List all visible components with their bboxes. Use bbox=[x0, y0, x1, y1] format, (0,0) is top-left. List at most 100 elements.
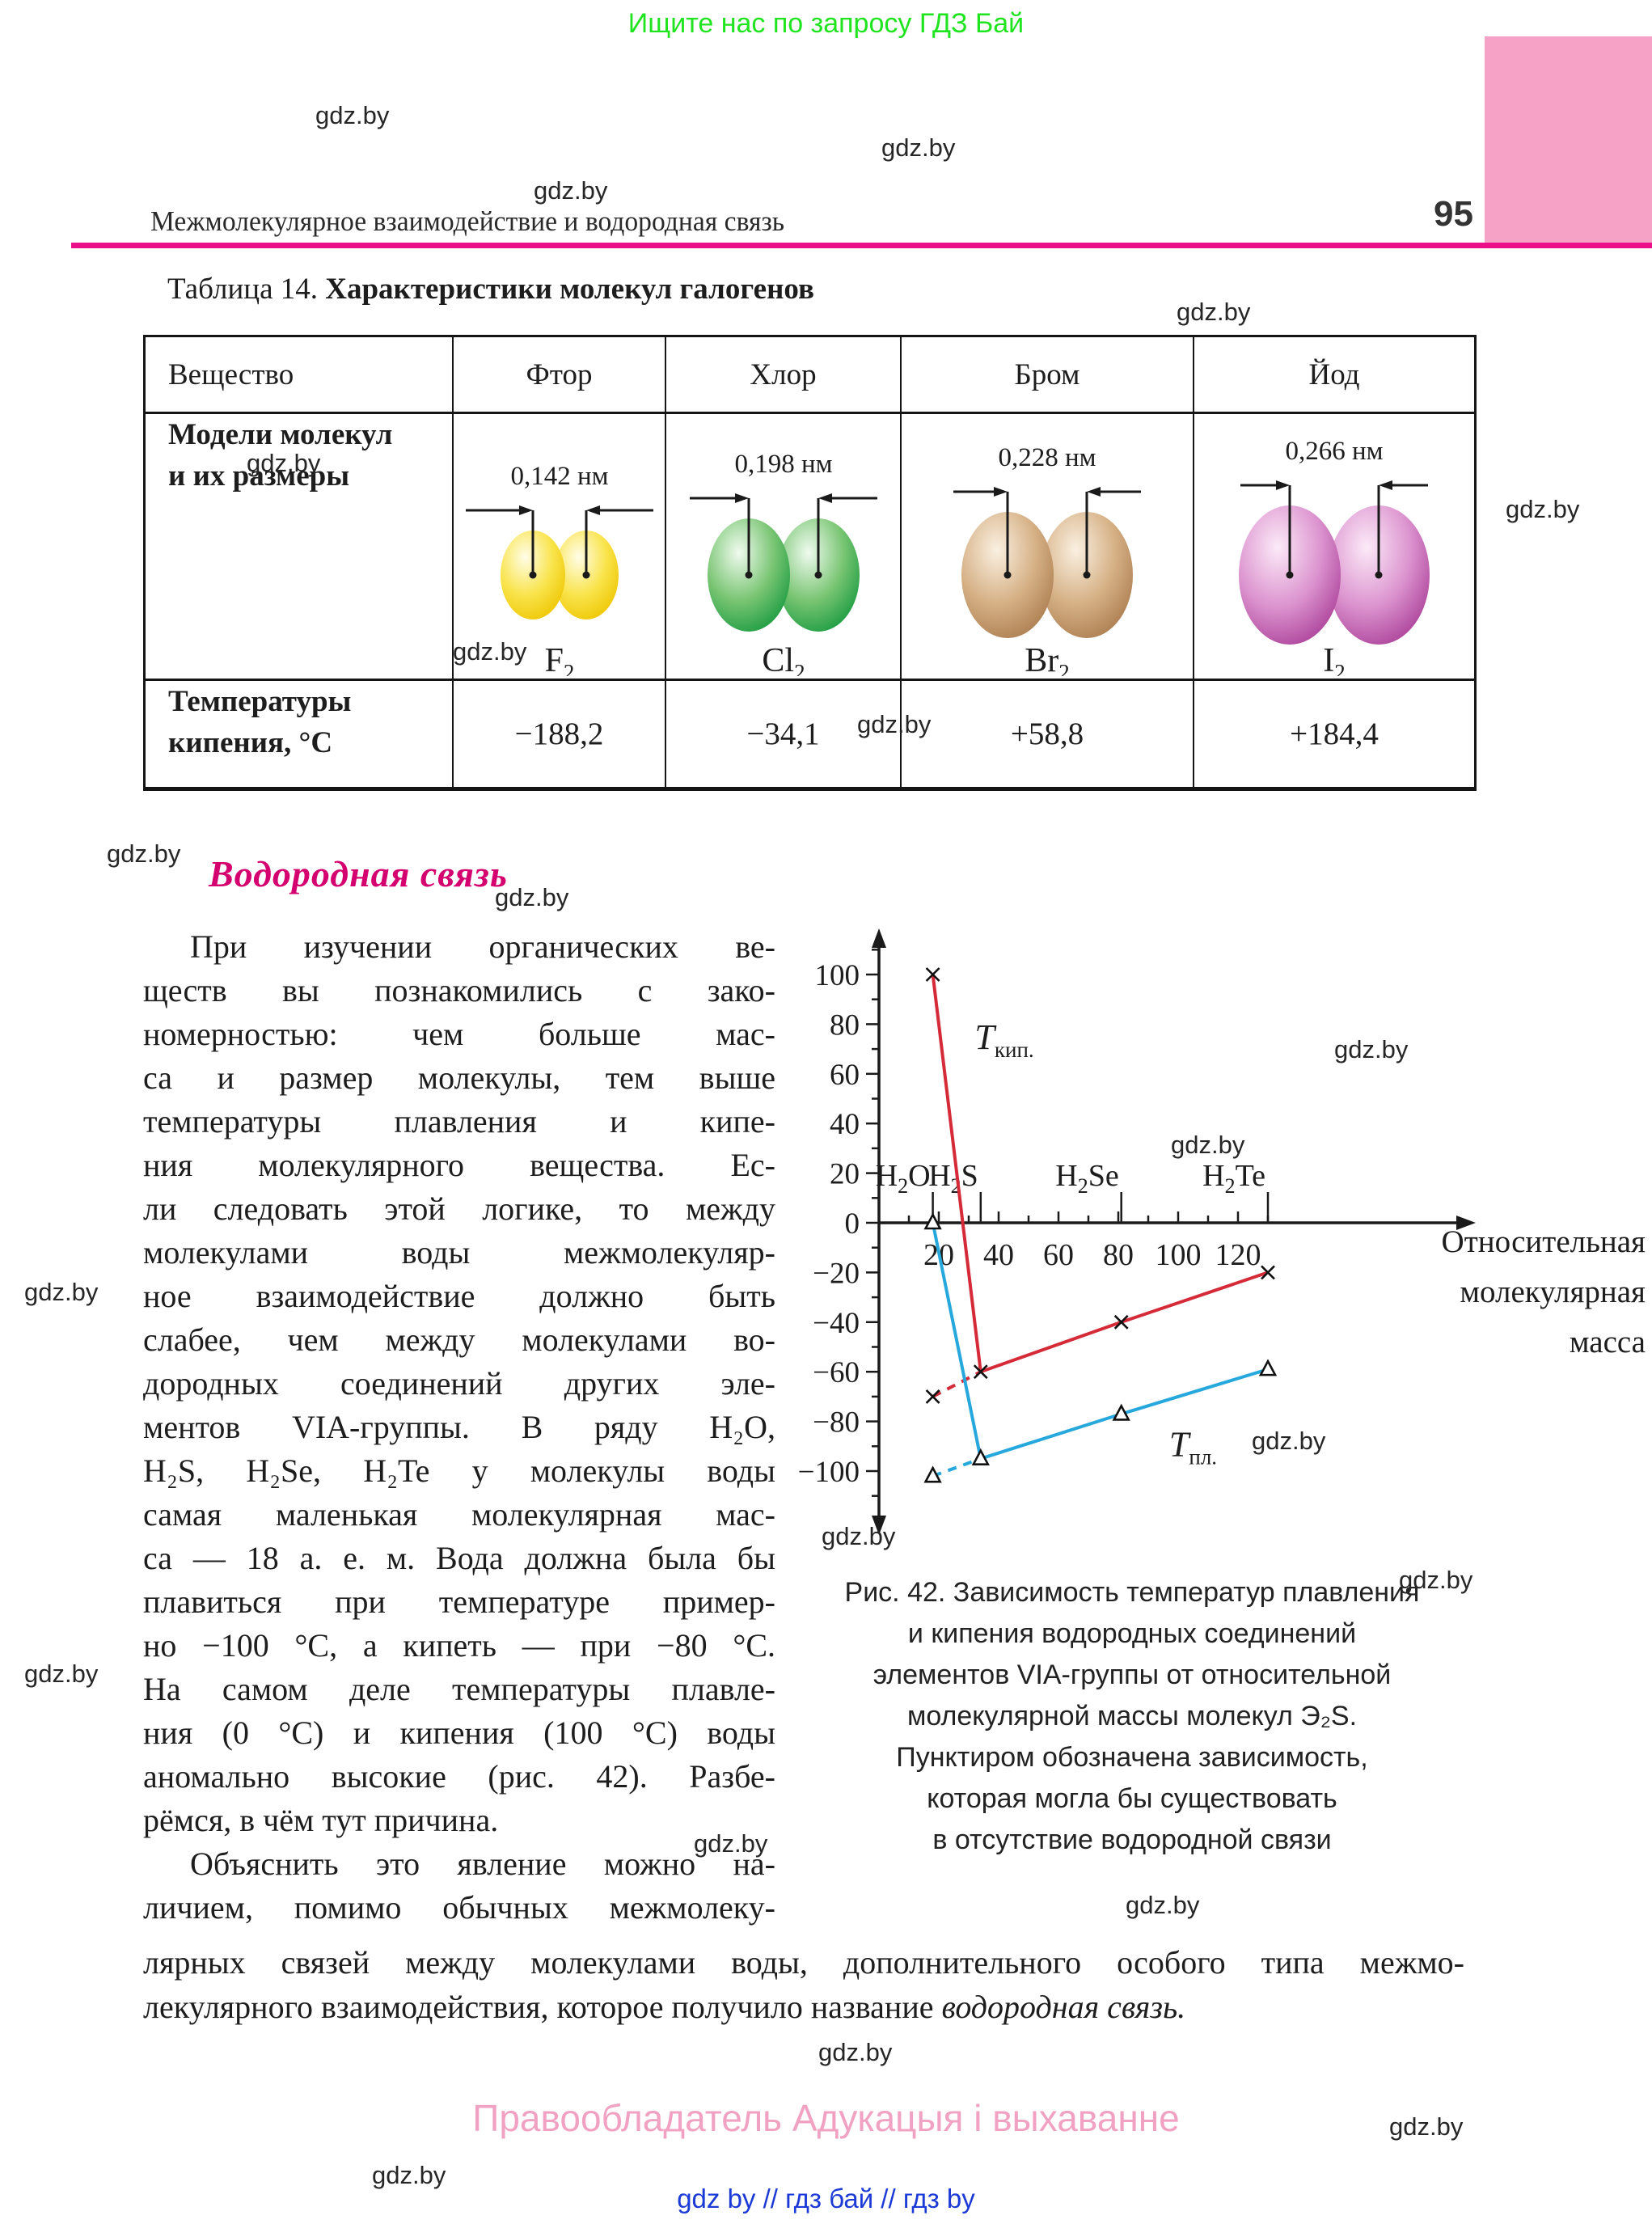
header-rule bbox=[71, 243, 1652, 248]
gdz-watermark: gdz.by bbox=[1126, 1891, 1200, 1919]
svg-text:80: 80 bbox=[830, 1008, 860, 1042]
svg-text:80: 80 bbox=[1103, 1238, 1134, 1272]
halogen-characteristics-table: Вещество Фтор Хлор Бром Йод Модели молек… bbox=[143, 335, 1477, 791]
svg-text:120: 120 bbox=[1215, 1238, 1261, 1272]
text-line: са — 18 а. е. м. Вода должна была бы bbox=[143, 1540, 775, 1576]
svg-text:0,228 нм: 0,228 нм bbox=[998, 443, 1096, 472]
svg-text:I2: I2 bbox=[1323, 642, 1346, 676]
text-line: лярных связей между молекулами воды, доп… bbox=[143, 1944, 1464, 1981]
text-line: молекулярной массы молекул Э₂S. bbox=[906, 1701, 1358, 1731]
gdz-watermark: gdz.by bbox=[247, 449, 321, 477]
gdz-watermark: gdz.by bbox=[1252, 1427, 1326, 1455]
text-line: ли следовать этой логике, то между bbox=[143, 1190, 775, 1227]
svg-text:F2: F2 bbox=[544, 642, 574, 676]
gdz-watermark: gdz.by bbox=[24, 1278, 99, 1306]
svg-text:Tпл.: Tпл. bbox=[1169, 1425, 1217, 1469]
gdz-watermark: gdz.by bbox=[1334, 1035, 1409, 1063]
svg-text:0,266 нм: 0,266 нм bbox=[1285, 437, 1383, 466]
text-line: ное взаимодействие должно быть bbox=[143, 1278, 775, 1314]
page-corner-decoration bbox=[1485, 36, 1652, 243]
gdz-watermark: gdz.by bbox=[822, 1522, 896, 1550]
boiling-point-Cl2: −34,1 bbox=[665, 679, 900, 787]
table-header-chlorine: Хлор bbox=[665, 337, 900, 412]
text-line: дородных соединений других эле- bbox=[143, 1365, 775, 1402]
svg-text:H2Te: H2Te bbox=[1202, 1159, 1265, 1198]
figure-42-caption: Рис. 42. Зависимость температур плавлени… bbox=[796, 1572, 1468, 1861]
body-paragraph-2: Объяснить это явление можно на-личием, п… bbox=[143, 1842, 775, 1930]
gdz-watermark: gdz.by bbox=[453, 637, 527, 666]
svg-text:H2O: H2O bbox=[876, 1159, 931, 1198]
svg-text:H2S: H2S bbox=[928, 1159, 978, 1198]
text-line: молекулами воды межмолекуляр- bbox=[143, 1234, 775, 1271]
text-line: ществ вы познакомились с зако- bbox=[143, 972, 775, 1008]
boiling-point-F2: −188,2 bbox=[452, 679, 665, 787]
svg-text:H2Se: H2Se bbox=[1055, 1159, 1118, 1198]
running-header-title: Межмолекулярное взаимодействие и водород… bbox=[150, 205, 785, 237]
text-line: которая могла бы существовать bbox=[927, 1783, 1337, 1814]
text-line: Пунктиром обозначена зависимость, bbox=[896, 1742, 1368, 1773]
svg-text:0: 0 bbox=[845, 1207, 860, 1241]
molecule-model-Br2: 0,228 нм Br2 bbox=[900, 412, 1193, 679]
text-line: в отсутствие водородной связи bbox=[932, 1824, 1332, 1855]
svg-text:40: 40 bbox=[830, 1108, 860, 1141]
text-line: и кипения водородных соединений bbox=[907, 1618, 1357, 1649]
text-line: личием, помимо обычных межмолеку- bbox=[143, 1889, 775, 1926]
text-line: Рис. 42. Зависимость температур плавлени… bbox=[844, 1577, 1420, 1608]
text-line: ния (0 °C) и кипения (100 °C) воды bbox=[143, 1715, 775, 1751]
molecule-model-I2: 0,266 нм I2 bbox=[1193, 412, 1474, 679]
section-heading-hydrogen-bond: Водородная связь bbox=[209, 853, 508, 894]
text-line: элементов VIA-группы от относительной bbox=[872, 1660, 1392, 1690]
label-line: Модели молекул bbox=[168, 418, 393, 451]
text-line: лекулярного взаимодействия, которое полу… bbox=[143, 1985, 1464, 2029]
svg-text:Br2: Br2 bbox=[1025, 642, 1070, 676]
gdz-watermark: gdz.by bbox=[1171, 1131, 1245, 1159]
molecule-model-Cl2: 0,198 нм Cl2 bbox=[665, 412, 900, 679]
svg-text:Относительная: Относительная bbox=[1442, 1224, 1646, 1259]
table-title-main: Характеристики молекул галогенов bbox=[325, 273, 814, 306]
text-line: номерностью: чем больше мас- bbox=[143, 1016, 775, 1052]
promo-banner: Ищите нас по запросу ГДЗ Бай bbox=[627, 8, 1025, 39]
text-line: ния молекулярного вещества. Ес- bbox=[143, 1147, 775, 1183]
text-run: лекулярного взаимодействия, которое полу… bbox=[143, 1989, 942, 2025]
text-line: аномально высокие (рис. 42). Разбе- bbox=[143, 1758, 775, 1795]
svg-text:−20: −20 bbox=[813, 1257, 860, 1290]
svg-text:100: 100 bbox=[815, 959, 860, 992]
iodine-molecule-drawing: 0,266 нм I2 bbox=[1239, 437, 1430, 676]
svg-text:60: 60 bbox=[830, 1059, 860, 1092]
svg-text:Tкип.: Tкип. bbox=[974, 1017, 1033, 1062]
boiling-point-Br2: +58,8 bbox=[900, 679, 1193, 787]
figure-42: 100 80 60 40 20 0 −20 −40 −60 −80 −100 20 40 60 80 100 1… bbox=[796, 922, 1652, 1609]
text-line: температуры плавления и кипе- bbox=[143, 1103, 775, 1139]
text-line: H₂S, H₂Se, H₂Te у молекулы воды bbox=[143, 1452, 775, 1489]
row-label-boiling-temperatures: Температуры кипения, °C bbox=[146, 679, 452, 787]
svg-text:0,142 нм: 0,142 нм bbox=[510, 462, 608, 491]
text-line: но −100 °C, а кипеть — при −80 °C. bbox=[143, 1627, 775, 1664]
gdz-watermark: gdz.by bbox=[1506, 495, 1580, 523]
text-line: са и размер молекулы, тем выше bbox=[143, 1059, 775, 1096]
molecule-model-F2: 0,142 нм F2 bbox=[452, 412, 665, 679]
gdz-watermark: gdz.by bbox=[534, 176, 608, 205]
body-paragraph-1: При изучении органических ве-ществ вы по… bbox=[143, 925, 775, 1842]
gdz-watermark: gdz.by bbox=[694, 1829, 768, 1858]
gdz-watermark: gdz.by bbox=[372, 2161, 446, 2189]
boiling-point-I2: +184,4 bbox=[1193, 679, 1474, 787]
gdz-watermark: gdz.by bbox=[881, 133, 956, 162]
svg-text:60: 60 bbox=[1043, 1238, 1074, 1272]
label-line: кипения, °C bbox=[168, 726, 333, 760]
text-line: При изучении органических ве- bbox=[190, 928, 775, 965]
footer-links[interactable]: gdz by // гдз бай // гдз by bbox=[677, 2184, 975, 2213]
table-title-prefix: Таблица 14. bbox=[167, 273, 326, 306]
text-line: слабее, чем между молекулами во- bbox=[143, 1321, 775, 1358]
svg-text:−60: −60 bbox=[813, 1356, 860, 1389]
body-paragraph-2-fullwidth: лярных связей между молекулами воды, доп… bbox=[143, 1940, 1464, 2029]
table-title: Таблица 14. Характеристики молекул галог… bbox=[167, 272, 814, 307]
gdz-watermark: gdz.by bbox=[107, 839, 181, 868]
table-header-bromine: Бром bbox=[900, 337, 1193, 412]
text-line: На самом деле температуры плавле- bbox=[143, 1671, 775, 1707]
row-label-molecule-models: Модели молекул и их размеры bbox=[146, 412, 452, 679]
gdz-watermark: gdz.by bbox=[495, 883, 569, 911]
label-line: и их размеры bbox=[168, 459, 350, 493]
text-line: ментов VIA-группы. В ряду H₂O, bbox=[143, 1409, 775, 1445]
bromine-molecule-drawing: 0,228 нм Br2 bbox=[953, 443, 1141, 676]
svg-text:−100: −100 bbox=[798, 1456, 860, 1489]
